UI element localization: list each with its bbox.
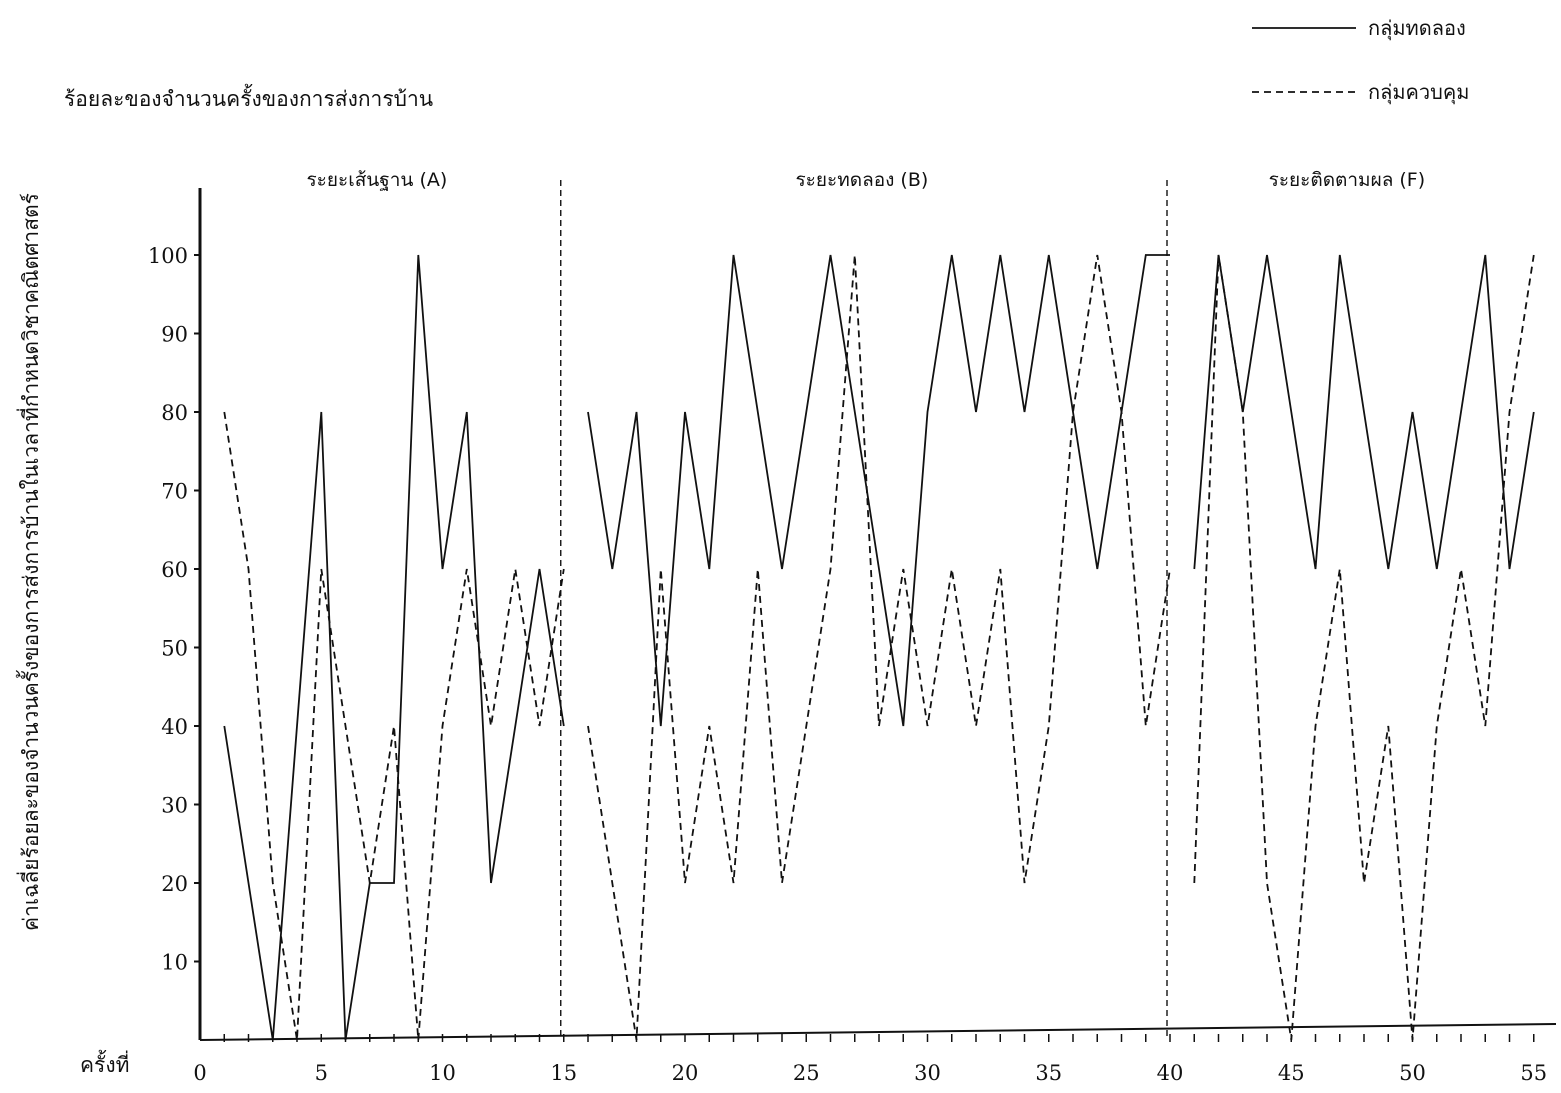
x-tick-label: 55: [1520, 1061, 1547, 1085]
y-tick-label: 50: [161, 637, 188, 661]
axes: 10 20 30 40 50 60 70 80 90 100 0 5 10 15 20 25 30 35 40 45 5…: [148, 188, 1557, 1085]
series-line: [223, 254, 565, 1041]
y-tick-label: 10: [161, 951, 188, 975]
legend-label: กลุ่มควบคุม: [1368, 80, 1469, 105]
y-tick-label: 20: [161, 872, 188, 896]
x-tick-label: 5: [315, 1061, 328, 1085]
x-axis-title: ครั้งที่: [80, 1050, 129, 1077]
series-line: [1193, 254, 1535, 1041]
x-tick-label: 20: [672, 1061, 699, 1085]
series-lines: [223, 254, 1535, 1041]
x-tick-label: 40: [1157, 1061, 1184, 1085]
y-tick-label: 80: [161, 401, 188, 425]
x-tick-label: 30: [914, 1061, 941, 1085]
series-line: [223, 411, 565, 1041]
x-tick-label: 50: [1399, 1061, 1426, 1085]
x-tick-label: 25: [793, 1061, 820, 1085]
series-line: [587, 254, 1170, 727]
phase-label: ระยะติดตามผล (F): [1269, 169, 1426, 191]
x-axis-line: [199, 1023, 1557, 1041]
x-tick-label: 15: [550, 1061, 577, 1085]
phase-boundaries: [560, 180, 1168, 1040]
x-tick-label: 0: [193, 1061, 206, 1085]
series-line: [1193, 254, 1535, 570]
phase-label: ระยะทดลอง (B): [795, 169, 928, 191]
y-tick-label: 100: [148, 244, 188, 268]
legend-label: กลุ่มทดลอง: [1368, 16, 1466, 41]
y-tick-label: 60: [161, 558, 188, 582]
chart-title: ร้อยละของจำนวนครั้งของการส่งการบ้าน: [64, 84, 433, 111]
phase-labels: ระยะเส้นฐาน (A) ระยะทดลอง (B) ระยะติดตามผล…: [306, 169, 1425, 191]
y-axis-title: ค่าเฉลี่ยร้อยละของจำนวนครั้งของการส่งการ…: [16, 193, 43, 931]
y-tick-label: 90: [161, 323, 188, 347]
x-tick-label: 35: [1035, 1061, 1062, 1085]
x-tick-label: 10: [429, 1061, 456, 1085]
y-tick-label: 30: [161, 794, 188, 818]
series-line: [587, 254, 1171, 1041]
phase-label: ระยะเส้นฐาน (A): [306, 169, 447, 191]
y-tick-label: 70: [161, 480, 188, 504]
y-tick-label: 40: [161, 715, 188, 739]
x-tick-label: 45: [1278, 1061, 1305, 1085]
